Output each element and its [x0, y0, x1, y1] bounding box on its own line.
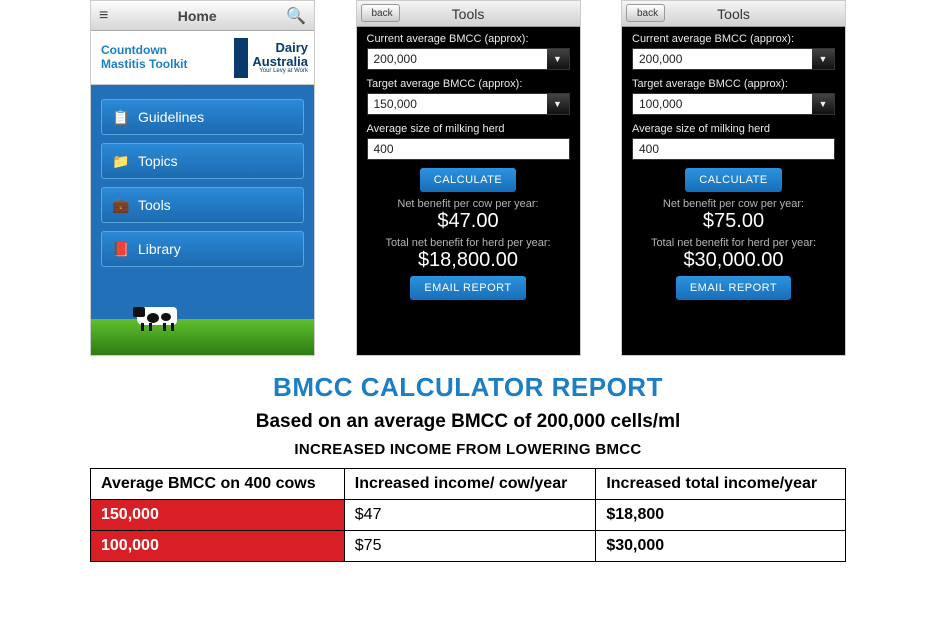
table-header-row: Average BMCC on 400 cows Increased incom… [91, 469, 846, 500]
search-icon[interactable]: 🔍 [286, 6, 306, 26]
email-report-button[interactable]: EMAIL REPORT [410, 276, 525, 300]
menu-list: 📋 Guidelines 📁 Topics 💼 Tools 📕 Library [91, 85, 314, 281]
tools-title: Tools [452, 6, 485, 22]
col-header: Increased income/ cow/year [344, 469, 596, 500]
logo-ribbon-icon [234, 38, 248, 78]
input-value: 400 [639, 142, 659, 156]
select-value: 150,000 [374, 97, 417, 111]
menu-label: Topics [138, 153, 178, 169]
dairy-sub: Your Levy at Work [252, 68, 308, 74]
clipboard-icon: 📋 [112, 109, 128, 126]
cell-total: $30,000 [596, 531, 846, 562]
label-current: Current average BMCC (approx): [632, 33, 835, 45]
tools-navbar: back Tools [622, 1, 845, 27]
input-herd-size[interactable]: 400 [632, 138, 835, 160]
label-herd: Average size of milking herd [632, 123, 835, 135]
select-current-bmcc[interactable]: 200,000 ▼ [367, 48, 570, 70]
back-label: back [637, 8, 658, 19]
cell-percow: $47 [344, 500, 596, 531]
back-button[interactable]: back [626, 4, 665, 22]
menu-topics[interactable]: 📁 Topics [101, 143, 304, 179]
cell-bmcc: 100,000 [91, 531, 345, 562]
grass-bg [91, 319, 314, 355]
cow-image [137, 303, 183, 331]
dairy-line2: Australia [252, 54, 308, 69]
label-current: Current average BMCC (approx): [367, 33, 570, 45]
menu-label: Library [138, 241, 181, 257]
input-value: 400 [374, 142, 394, 156]
brand-line2: Mastitis Toolkit [101, 58, 187, 72]
select-value: 100,000 [639, 97, 682, 111]
toolkit-title: Countdown Mastitis Toolkit [101, 44, 187, 72]
report-title: BMCC CALCULATOR REPORT [90, 372, 846, 403]
brand-line1: Countdown [101, 44, 187, 58]
menu-tools[interactable]: 💼 Tools [101, 187, 304, 223]
back-label: back [372, 8, 393, 19]
result-percow-value: $75.00 [632, 210, 835, 233]
result-percow-label: Net benefit per cow per year: [632, 198, 835, 210]
report-subtitle: Based on an average BMCC of 200,000 cell… [90, 411, 846, 433]
dairy-logo: DairyAustralia Your Levy at Work [234, 38, 308, 78]
back-button[interactable]: back [361, 4, 400, 22]
menu-guidelines[interactable]: 📋 Guidelines [101, 99, 304, 135]
book-icon: 📕 [112, 241, 128, 258]
label-herd: Average size of milking herd [367, 123, 570, 135]
calculate-button[interactable]: CALCULATE [685, 168, 781, 192]
table-row: 150,000 $47 $18,800 [91, 500, 846, 531]
phone-tools-a: back Tools Current average BMCC (approx)… [356, 0, 581, 356]
brand-bar: Countdown Mastitis Toolkit DairyAustrali… [91, 31, 314, 85]
menu-label: Tools [138, 197, 171, 213]
chevron-down-icon: ▼ [812, 94, 834, 114]
label-target: Target average BMCC (approx): [367, 78, 570, 90]
menu-library[interactable]: 📕 Library [101, 231, 304, 267]
phone-home: ≡ Home 🔍 Countdown Mastitis Toolkit Dair… [90, 0, 315, 356]
result-percow-label: Net benefit per cow per year: [367, 198, 570, 210]
cell-bmcc: 150,000 [91, 500, 345, 531]
table-row: 100,000 $75 $30,000 [91, 531, 846, 562]
col-header: Average BMCC on 400 cows [91, 469, 345, 500]
select-current-bmcc[interactable]: 200,000 ▼ [632, 48, 835, 70]
select-target-bmcc[interactable]: 150,000 ▼ [367, 93, 570, 115]
result-percow-value: $47.00 [367, 210, 570, 233]
result-total-label: Total net benefit for herd per year: [367, 237, 570, 249]
cell-percow: $75 [344, 531, 596, 562]
result-total-label: Total net benefit for herd per year: [632, 237, 835, 249]
result-total-value: $18,800.00 [367, 249, 570, 272]
calculate-button[interactable]: CALCULATE [420, 168, 516, 192]
select-value: 200,000 [639, 52, 682, 66]
report-section: BMCC CALCULATOR REPORT Based on an avera… [0, 362, 936, 562]
folder-icon: 📁 [112, 153, 128, 170]
label-target: Target average BMCC (approx): [632, 78, 835, 90]
chevron-down-icon: ▼ [812, 49, 834, 69]
result-total-value: $30,000.00 [632, 249, 835, 272]
report-table: Average BMCC on 400 cows Increased incom… [90, 468, 846, 562]
col-header: Increased total income/year [596, 469, 846, 500]
hamburger-icon[interactable]: ≡ [99, 7, 108, 25]
home-navbar: ≡ Home 🔍 [91, 1, 314, 31]
chevron-down-icon: ▼ [547, 49, 569, 69]
email-report-button[interactable]: EMAIL REPORT [676, 276, 791, 300]
chevron-down-icon: ▼ [547, 94, 569, 114]
select-target-bmcc[interactable]: 100,000 ▼ [632, 93, 835, 115]
tools-title: Tools [717, 6, 750, 22]
phone-tools-b: back Tools Current average BMCC (approx)… [621, 0, 846, 356]
home-title: Home [178, 8, 217, 24]
report-subtitle2: INCREASED INCOME FROM LOWERING BMCC [90, 441, 846, 458]
cell-total: $18,800 [596, 500, 846, 531]
menu-label: Guidelines [138, 109, 204, 125]
tools-navbar: back Tools [357, 1, 580, 27]
input-herd-size[interactable]: 400 [367, 138, 570, 160]
briefcase-icon: 💼 [112, 197, 128, 214]
select-value: 200,000 [374, 52, 417, 66]
